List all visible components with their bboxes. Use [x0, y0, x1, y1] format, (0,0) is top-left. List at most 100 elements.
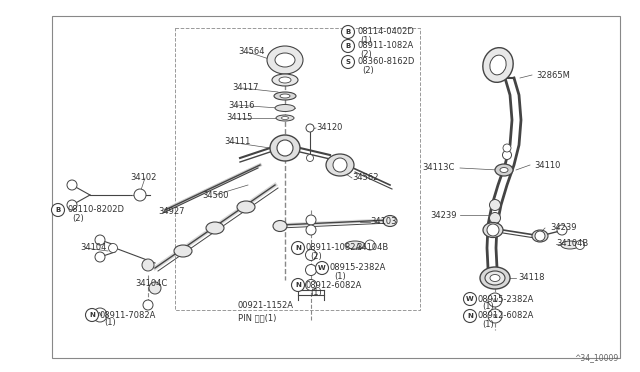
Circle shape: [305, 279, 317, 291]
Circle shape: [490, 212, 500, 224]
Circle shape: [277, 140, 293, 156]
Ellipse shape: [500, 167, 508, 173]
Ellipse shape: [174, 245, 192, 257]
Circle shape: [95, 252, 105, 262]
Ellipse shape: [532, 230, 548, 242]
Ellipse shape: [383, 215, 397, 227]
Circle shape: [305, 250, 317, 260]
Text: (2): (2): [360, 49, 372, 58]
Circle shape: [502, 151, 511, 160]
Ellipse shape: [485, 271, 505, 285]
Circle shape: [67, 180, 77, 190]
Text: (2): (2): [362, 65, 374, 74]
Circle shape: [342, 26, 355, 38]
Text: 34239: 34239: [550, 224, 577, 232]
Circle shape: [51, 203, 65, 217]
Circle shape: [463, 292, 477, 305]
Ellipse shape: [275, 105, 295, 112]
Text: (1): (1): [482, 302, 493, 311]
Circle shape: [557, 225, 567, 235]
Text: 08911-7082A: 08911-7082A: [100, 311, 156, 320]
Ellipse shape: [273, 221, 287, 231]
Text: N: N: [98, 312, 102, 317]
Circle shape: [134, 189, 146, 201]
Text: 08912-6082A: 08912-6082A: [306, 280, 362, 289]
Circle shape: [149, 282, 161, 294]
Text: 34102: 34102: [130, 173, 156, 183]
Text: (1): (1): [334, 272, 346, 280]
Text: 34116: 34116: [228, 100, 255, 109]
Circle shape: [488, 309, 502, 323]
Circle shape: [487, 224, 499, 236]
Text: 34115: 34115: [226, 113, 252, 122]
Text: 08915-2382A: 08915-2382A: [478, 295, 534, 304]
Text: 34560: 34560: [202, 190, 228, 199]
Circle shape: [306, 215, 316, 225]
Text: 34562: 34562: [352, 173, 378, 183]
Circle shape: [490, 199, 500, 211]
Ellipse shape: [206, 222, 224, 234]
Circle shape: [109, 244, 118, 253]
Circle shape: [488, 293, 502, 307]
Text: N: N: [89, 312, 95, 318]
Text: (1): (1): [310, 289, 322, 298]
Ellipse shape: [280, 94, 290, 98]
Text: 34239: 34239: [431, 211, 457, 219]
Circle shape: [306, 225, 316, 235]
Ellipse shape: [490, 275, 500, 282]
Text: B: B: [346, 43, 351, 49]
Text: S: S: [346, 59, 351, 65]
Text: B: B: [346, 29, 351, 35]
Ellipse shape: [282, 116, 289, 119]
Text: 34103: 34103: [370, 218, 397, 227]
Text: N: N: [295, 282, 301, 288]
Circle shape: [307, 154, 314, 161]
Circle shape: [535, 231, 545, 241]
Text: 00921-1152A: 00921-1152A: [238, 301, 294, 310]
Circle shape: [342, 39, 355, 52]
Circle shape: [291, 241, 305, 254]
Circle shape: [365, 240, 375, 250]
Text: 34927: 34927: [159, 208, 185, 217]
Circle shape: [143, 300, 153, 310]
Ellipse shape: [276, 115, 294, 121]
Text: PIN ピン(1): PIN ピン(1): [238, 314, 276, 323]
Ellipse shape: [272, 74, 298, 86]
Circle shape: [142, 259, 154, 271]
Ellipse shape: [279, 77, 291, 83]
Text: 34104B: 34104B: [556, 240, 588, 248]
Ellipse shape: [483, 222, 503, 237]
Text: 08114-0402D: 08114-0402D: [358, 28, 415, 36]
Circle shape: [305, 264, 317, 276]
Ellipse shape: [480, 267, 510, 289]
Text: 08911-1082A: 08911-1082A: [358, 42, 414, 51]
Text: 08360-8162D: 08360-8162D: [358, 58, 415, 67]
Text: (2): (2): [310, 251, 322, 260]
Text: 34564: 34564: [238, 48, 264, 57]
Text: 34104C: 34104C: [135, 279, 167, 289]
Text: 34111: 34111: [224, 138, 250, 147]
Circle shape: [575, 241, 584, 250]
Text: 32865M: 32865M: [536, 71, 570, 80]
Ellipse shape: [483, 48, 513, 82]
Text: (2): (2): [72, 214, 84, 222]
Ellipse shape: [490, 55, 506, 75]
Text: (1): (1): [104, 318, 116, 327]
Ellipse shape: [345, 241, 365, 249]
Text: 34104: 34104: [80, 244, 106, 253]
Circle shape: [291, 279, 305, 292]
Text: 34110: 34110: [534, 160, 561, 170]
Text: (1): (1): [360, 35, 372, 45]
Text: 08110-8202D: 08110-8202D: [68, 205, 125, 215]
Ellipse shape: [495, 164, 513, 176]
Circle shape: [503, 144, 511, 152]
Text: 34104B: 34104B: [356, 244, 388, 253]
Text: 34113C: 34113C: [422, 164, 455, 173]
Circle shape: [463, 310, 477, 323]
Text: B: B: [56, 207, 61, 213]
Bar: [52, 16, 620, 358]
Circle shape: [67, 200, 77, 210]
Text: W: W: [492, 298, 498, 302]
Ellipse shape: [275, 53, 295, 67]
Text: N: N: [295, 245, 301, 251]
